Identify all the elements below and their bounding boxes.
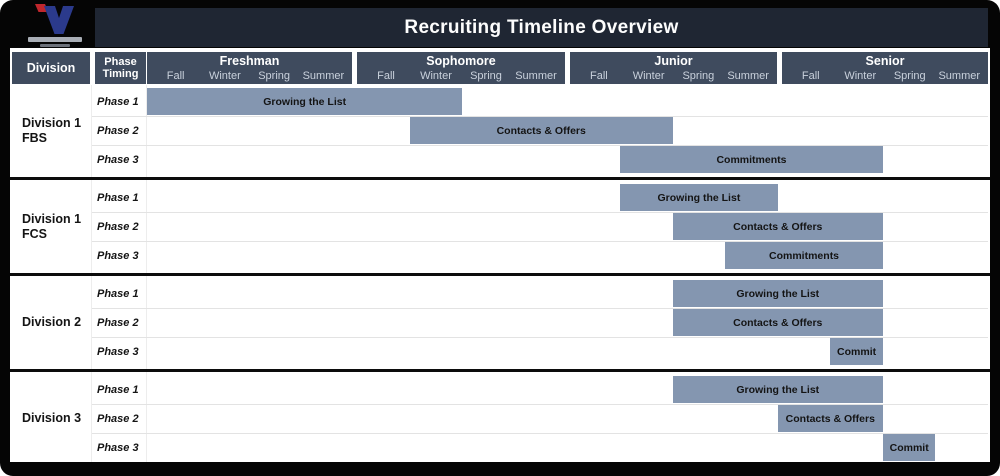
bar-label: Growing the List — [736, 287, 820, 300]
bar-label: Growing the List — [263, 95, 347, 108]
phase-row: Phase 1 Growing the List — [92, 279, 988, 309]
year-label: Sophomore — [426, 53, 496, 68]
title-bar: Recruiting Timeline Overview — [95, 8, 988, 47]
phase-label: Phase 3 — [97, 345, 139, 358]
gantt-bar: Growing the List — [620, 184, 778, 211]
season-labels: Fall Winter Spring Summer — [570, 69, 777, 83]
logo-wordmark-sub — [40, 44, 70, 47]
season-label: Fall — [801, 69, 820, 82]
phase-timing-line2: Timing — [102, 68, 139, 80]
season-label: Fall — [590, 69, 608, 82]
phase-label: Phase 2 — [97, 412, 139, 425]
division-column-header: Division — [12, 52, 90, 84]
phase-label: Phase 1 — [97, 383, 139, 396]
gantt-bar: Contacts & Offers — [672, 213, 883, 240]
phase-label: Phase 2 — [97, 316, 139, 329]
gantt-bar: Commit — [882, 434, 936, 461]
v-logo — [26, 3, 86, 48]
season-label: Winter — [844, 69, 877, 82]
bar-label: Growing the List — [657, 191, 741, 204]
bar-label: Commit — [889, 441, 929, 454]
gantt-bar: Growing the List — [672, 280, 883, 307]
phase-timing-column-header: Phase Timing — [95, 52, 146, 84]
year-header-freshman: Freshman Fall Winter Spring Summer — [147, 52, 352, 84]
phase-label: Phase 1 — [97, 287, 139, 300]
season-label: Summer — [727, 69, 769, 82]
phase-label: Phase 3 — [97, 441, 139, 454]
season-label: Summer — [515, 69, 557, 82]
gantt-bar: Contacts & Offers — [409, 117, 673, 144]
gantt-bar: Growing the List — [147, 88, 463, 115]
season-label: Winter — [208, 69, 241, 82]
gantt-bar: Commit — [830, 338, 883, 365]
division-label: Division 1 FBS — [22, 115, 82, 145]
season-label: Summer — [302, 69, 345, 82]
gantt-bar: Growing the List — [672, 376, 883, 403]
season-labels: Fall Winter Spring Summer — [782, 69, 988, 83]
phase-row: Phase 1 Growing the List — [92, 183, 988, 213]
season-label: Spring — [893, 69, 926, 82]
division-separator — [10, 369, 990, 372]
bar-label: Commitments — [769, 249, 840, 262]
year-header-senior: Senior Fall Winter Spring Summer — [782, 52, 988, 84]
phase-row: Phase 3 Commitments — [92, 145, 988, 174]
season-label: Spring — [470, 69, 502, 82]
gantt-bar: Commitments — [725, 242, 883, 269]
phase-row: Phase 2 Contacts & Offers — [92, 212, 988, 242]
phase-label: Phase 2 — [97, 220, 139, 233]
phase-row: Phase 3 Commitments — [92, 241, 988, 270]
bar-label: Contacts & Offers — [733, 220, 823, 233]
division-label: Division 3 — [22, 411, 82, 425]
division-label: Division 2 — [22, 315, 82, 329]
phase-row: Phase 1 Growing the List — [92, 87, 988, 117]
bar-label: Commitments — [716, 153, 787, 166]
season-label: Fall — [166, 69, 185, 82]
year-label: Junior — [654, 53, 693, 68]
gantt-bar: Commitments — [620, 146, 883, 173]
phase-timing-line1: Phase — [104, 56, 137, 68]
season-label: Spring — [258, 69, 291, 82]
gantt-bar: Contacts & Offers — [672, 309, 883, 336]
phase-row: Phase 3 Commit — [92, 433, 988, 462]
bar-label: Contacts & Offers — [733, 316, 823, 329]
season-label: Summer — [938, 69, 981, 82]
year-label: Senior — [865, 53, 905, 68]
year-header-junior: Junior Fall Winter Spring Summer — [570, 52, 777, 84]
division-separator — [10, 273, 990, 276]
year-header-sophomore: Sophomore Fall Winter Spring Summer — [357, 52, 565, 84]
phase-label: Phase 3 — [97, 153, 139, 166]
season-label: Winter — [632, 69, 665, 82]
v-logo-mark — [35, 4, 74, 34]
season-label: Spring — [682, 69, 715, 82]
phase-row: Phase 2 Contacts & Offers — [92, 404, 988, 434]
season-label: Winter — [420, 69, 452, 82]
year-label: Freshman — [219, 53, 280, 68]
gantt-bar: Contacts & Offers — [777, 405, 883, 432]
bar-label: Commit — [837, 345, 877, 358]
phase-label: Phase 1 — [97, 191, 139, 204]
phase-label: Phase 3 — [97, 249, 139, 262]
bar-label: Growing the List — [736, 383, 820, 396]
page-title: Recruiting Timeline Overview — [404, 16, 679, 38]
bar-label: Contacts & Offers — [785, 412, 875, 425]
phase-row: Phase 3 Commit — [92, 337, 988, 366]
phase-row: Phase 2 Contacts & Offers — [92, 116, 988, 146]
division-separator — [10, 177, 990, 180]
phase-label: Phase 2 — [97, 124, 139, 137]
season-labels: Fall Winter Spring Summer — [357, 69, 565, 83]
phase-label: Phase 1 — [97, 95, 139, 108]
phase-row: Phase 1 Growing the List — [92, 375, 988, 405]
season-labels: Fall Winter Spring Summer — [147, 69, 352, 83]
logo-wordmark — [28, 37, 82, 42]
division-label: Division 1 FCS — [22, 211, 82, 241]
bar-label: Contacts & Offers — [496, 124, 586, 137]
phase-row: Phase 2 Contacts & Offers — [92, 308, 988, 338]
season-label: Fall — [377, 69, 395, 82]
